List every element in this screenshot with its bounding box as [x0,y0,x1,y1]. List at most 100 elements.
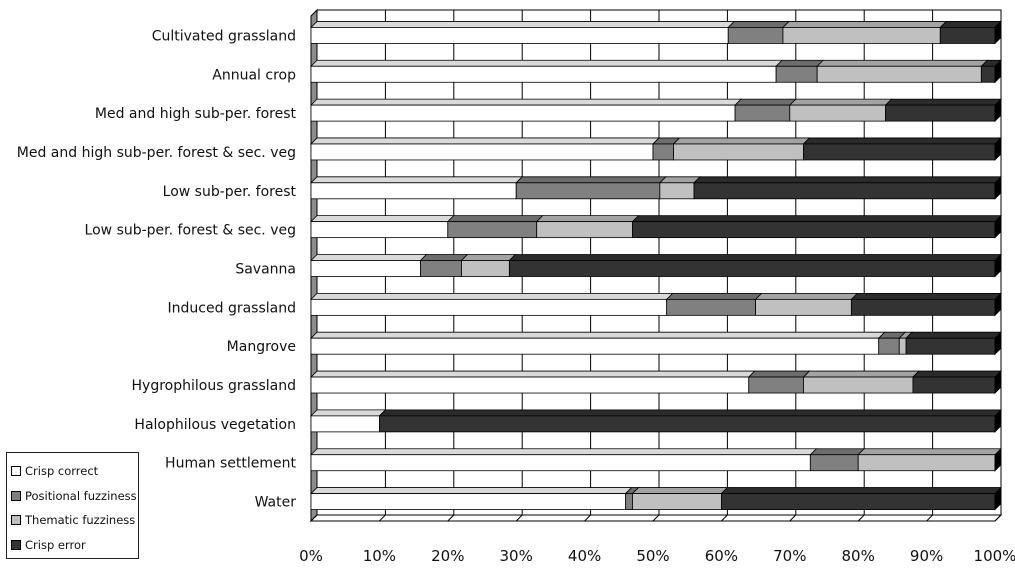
bar-end-face [994,408,1002,433]
bar-top [809,448,866,456]
bar-segment [659,182,695,200]
bar-top [905,331,1002,339]
bar-segment [310,493,627,510]
bar-segment [734,104,791,122]
bar-segment [666,298,756,316]
bar-segment [652,143,674,161]
legend-label: Crisp correct [25,464,99,479]
bar-segment [727,27,784,44]
x-tick-label: 90% [910,547,943,565]
legend: Crisp correct Positional fuzziness Themati… [6,452,139,559]
bar-end-face [994,370,1002,395]
category-label: Med and high sub-per. forest [95,106,297,122]
bar-end-face [994,20,1002,45]
category-label: Halophilous vegetation [134,417,296,433]
bar-segment [310,337,880,355]
gridline-floor [994,514,1002,522]
bar-segment [515,182,661,200]
bar-segment [905,337,996,355]
bar-end-face [994,59,1002,84]
category-label: Med and high sub-per. forest & sec. veg [17,145,296,161]
bar-segment [310,298,668,316]
bar-segment [878,337,900,355]
x-tick-label: 70% [773,547,806,565]
gridline-floor [515,514,523,522]
bar-segment [508,260,996,277]
bar-segment [803,376,914,394]
bar-top [631,215,1002,223]
gridline-floor [652,514,660,522]
bar-top [310,215,455,223]
bar-top [850,292,1002,300]
gridline-floor [584,514,591,522]
bar-top [802,370,920,378]
bar-segment [809,454,859,472]
bar-top [310,254,428,261]
bar-segment [755,298,852,316]
category-label: Cultivated grassland [152,28,296,44]
bar-end-face [994,136,1002,161]
bar-segment [789,104,886,122]
legend-swatch [11,490,21,501]
gridline-floor [310,514,318,522]
category-label: Hygrophilous grassland [132,378,296,394]
bar-top [788,98,893,106]
legend-label: Crisp error [25,537,86,552]
bar-top [508,254,1002,261]
bar-top [310,331,886,339]
bar-segment [775,65,818,83]
legend-label: Thematic fuzziness [25,513,136,528]
bar-top [310,409,387,417]
bar-segment [310,260,421,277]
bar-top [693,176,1002,184]
bar-top [310,292,674,300]
bar-top [672,137,811,145]
gridline-floor [721,514,728,522]
category-label: Low sub-per. forest [163,184,297,200]
x-tick-label: 80% [842,547,875,565]
bar-top [911,370,1002,378]
gridline-floor [789,514,797,522]
bar-segment [673,143,804,161]
bar-segment [536,221,633,239]
bar-end-face [994,253,1002,278]
bar-segment [939,27,996,44]
legend-item: Positional fuzziness [11,484,138,509]
category-label: Induced grassland [168,300,296,316]
gridline-floor [926,514,933,522]
bar-segment [850,298,996,316]
bar-segment [912,376,996,394]
legend-item: Crisp error [11,533,138,558]
bar-top [665,292,763,300]
bar-top [310,487,633,494]
bar-top [939,21,1002,28]
bar-top [310,176,524,184]
bar-top [734,98,797,106]
bar-top [857,448,1002,456]
category-label: Low sub-per. forest & sec. veg [85,223,296,239]
legend-swatch [11,515,21,526]
bar-end-face [994,447,1002,472]
bar-segment [748,376,804,394]
gridline-floor [447,514,455,522]
bar-top [310,59,784,67]
x-tick-label: 0% [299,547,323,565]
bar-segment [632,221,996,239]
x-tick-label: 40% [568,547,601,565]
x-tick-label: 30% [500,547,533,565]
category-label: Human settlement [165,456,296,472]
gridline-floor [857,514,865,522]
x-tick-label: 100% [974,547,1015,565]
bar-top [310,137,660,145]
legend-item: Thematic fuzziness [11,508,138,533]
bar-end-face [994,214,1002,239]
bar-top [816,59,989,67]
bar-segment [378,415,996,433]
bar-end-face [994,331,1002,356]
legend-swatch [11,539,21,550]
category-label: Water [255,495,297,511]
bar-top [658,176,702,184]
bar-top [727,21,790,28]
bar-top [460,254,517,261]
